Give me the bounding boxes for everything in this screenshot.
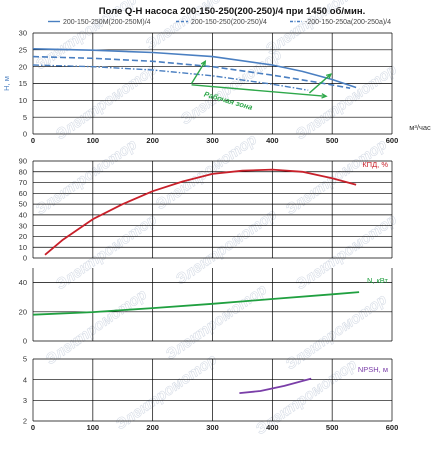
y-tick-label: 60	[19, 189, 27, 198]
series-line-head-2	[32, 64, 309, 91]
x-tick-label: 0	[31, 136, 35, 145]
y-tick-label: 20	[19, 307, 27, 316]
y-tick-label: 10	[19, 96, 27, 105]
watermark-text: Электромотор	[178, 46, 285, 128]
watermark-text: Электромотор	[53, 211, 160, 293]
watermark-layer: Электромотор Электромотор ЭлектромоторЭлек…	[32, 0, 400, 439]
x-tick-label: 100	[87, 136, 100, 145]
watermark-text: Электромотор	[43, 286, 150, 368]
y-tick-label: 40	[19, 278, 27, 287]
y-tick-label: 2	[23, 417, 27, 426]
series-line-power-0	[32, 291, 360, 316]
y-tick-label: 10	[19, 243, 27, 252]
series-line-efficiency-0	[44, 168, 357, 256]
watermark-text: Электромотор	[33, 136, 140, 218]
series-label-efficiency: КПД, %	[362, 160, 388, 169]
series-label-power: N, кВт	[367, 276, 389, 285]
chart-title: Поле Q-H насоса 200-150-250(200-250)/4 п…	[99, 6, 366, 17]
y-tick-label: 5	[23, 113, 27, 122]
x-tick-label: 600	[386, 423, 399, 432]
y-tick-label: 20	[19, 232, 27, 241]
y-tick-label: 70	[19, 178, 27, 187]
x-tick-label: 100	[87, 423, 100, 432]
work-zone-arrow	[325, 73, 333, 79]
work-zone-line	[190, 60, 206, 84]
y-tick-label: 0	[23, 130, 27, 139]
x-tick-label: 600	[386, 136, 399, 145]
x-axis-label: м³/час	[409, 123, 431, 132]
x-tick-label: 400	[266, 423, 279, 432]
y-tick-label: 3	[23, 396, 27, 405]
x-tick-label: 500	[326, 423, 339, 432]
watermark-text: Электромотор	[163, 281, 270, 363]
y-tick-label: 25	[19, 45, 27, 54]
legend-label: 200-150-250(200-250)/4	[191, 19, 267, 26]
y-tick-label: 5	[23, 355, 27, 364]
y-tick-label: 90	[19, 157, 27, 166]
x-tick-label: 300	[206, 423, 219, 432]
y-tick-label: 80	[19, 167, 27, 176]
y-tick-label: 40	[19, 210, 27, 219]
x-tick-label: 400	[266, 136, 279, 145]
panel-power: 0 20 40 N, кВт	[19, 268, 393, 346]
y-axis-label: H, м	[2, 76, 11, 91]
watermark-text: Электромотор	[53, 61, 160, 143]
legend-label: 200-150-250M(200-250M)/4	[63, 19, 151, 26]
watermark-text: Электромотор	[283, 291, 390, 373]
y-tick-label: 0	[23, 337, 27, 346]
work-zone-arrow	[200, 60, 207, 67]
work-zone-arrow	[321, 93, 328, 99]
x-tick-label: 500	[326, 136, 339, 145]
panel-npsh: 2 3 4 5 0 100 200 300 400 500 600 NPSH, м	[23, 355, 398, 432]
work-zone-line	[191, 84, 327, 97]
y-tick-label: 20	[19, 62, 27, 71]
y-tick-label: 4	[23, 375, 27, 384]
y-tick-label: 15	[19, 79, 27, 88]
x-tick-label: 300	[206, 136, 219, 145]
y-tick-label: 30	[19, 29, 27, 38]
work-zone-line	[308, 73, 332, 94]
x-tick-label: 200	[146, 423, 159, 432]
series-line-npsh-0	[239, 377, 312, 394]
series-line-head-0	[32, 48, 357, 89]
y-tick-label: 30	[19, 221, 27, 230]
y-tick-label: 50	[19, 200, 27, 209]
watermark-text: Электромотор	[283, 136, 390, 218]
legend-label: -200-150-250a(200-250a)/4	[305, 19, 391, 26]
x-tick-label: 200	[146, 136, 159, 145]
series-label-npsh: NPSH, м	[358, 365, 388, 374]
y-tick-label: 0	[23, 254, 27, 263]
x-tick-label: 0	[31, 423, 35, 432]
